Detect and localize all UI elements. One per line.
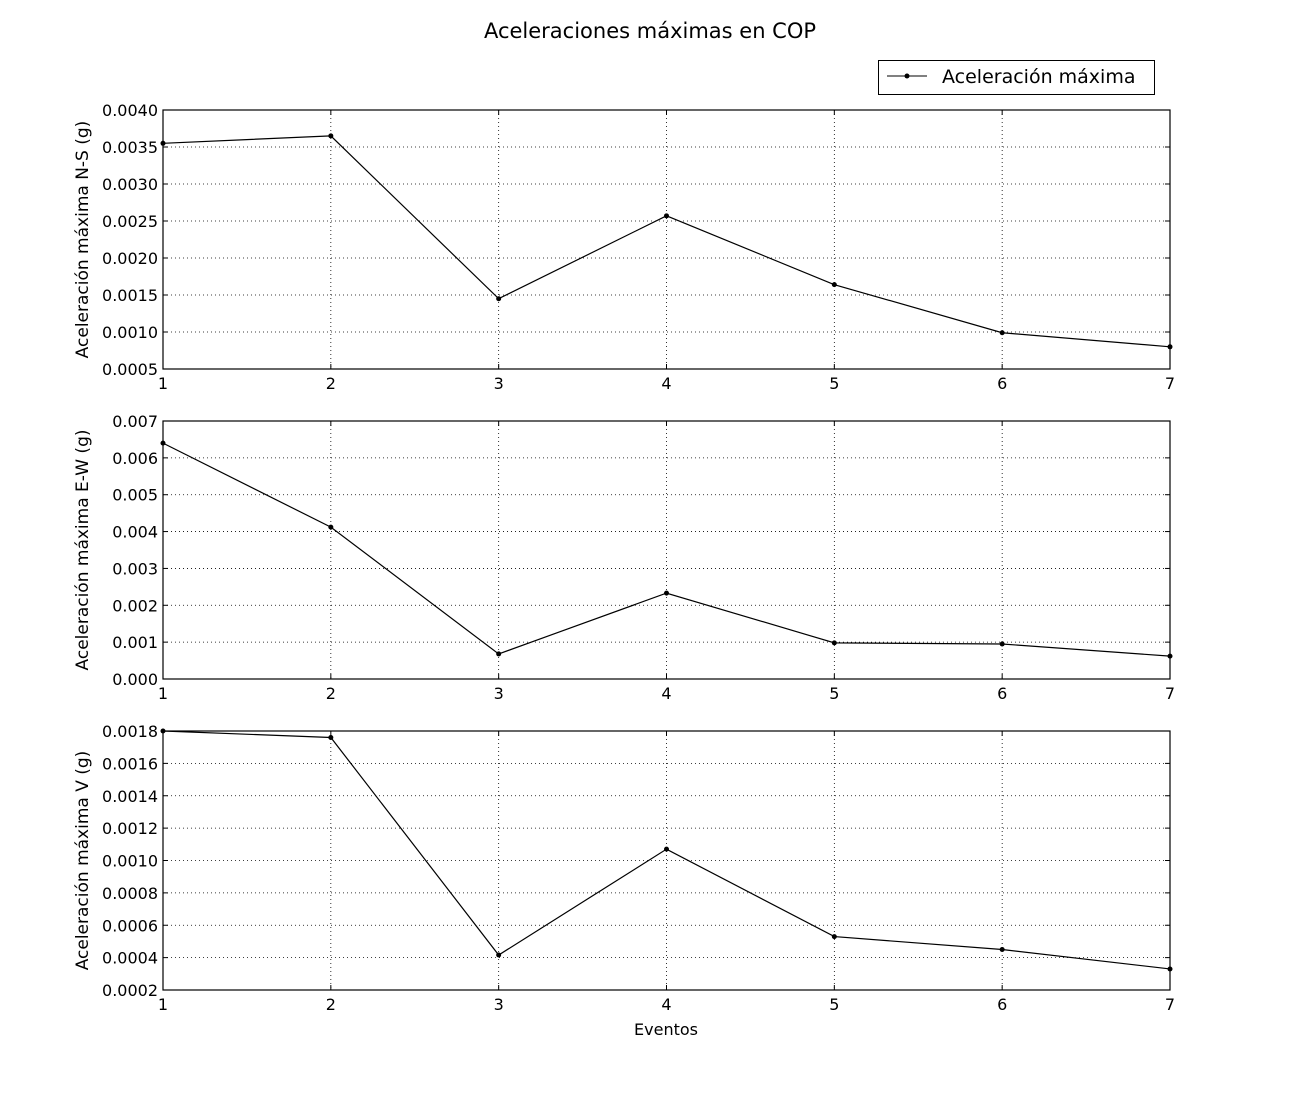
y-tick-label: 0.002	[112, 596, 158, 615]
x-tick-label: 2	[326, 995, 336, 1014]
x-tick-label: 6	[997, 995, 1007, 1014]
y-tick-label: 0.0020	[102, 249, 158, 268]
x-tick-label: 5	[829, 995, 839, 1014]
y-tick-label: 0.0040	[102, 101, 158, 120]
data-point	[664, 213, 669, 219]
x-tick-label: 2	[326, 374, 336, 393]
subplot-1: 1 2 3 4 5 6 7 0.0005 0.0010 0.0015 0.0020 0.0025 0.0…	[73, 101, 1175, 393]
x-axis-label: Eventos	[634, 1020, 698, 1039]
chart-title: Aceleraciones máximas en COP	[484, 19, 816, 43]
data-point	[160, 140, 166, 146]
data-point	[999, 947, 1005, 953]
x-tick-label: 7	[1165, 374, 1175, 393]
legend-marker	[904, 73, 910, 79]
x-tick-label: 2	[326, 684, 336, 703]
y-tick-label: 0.0035	[102, 138, 158, 157]
y-tick-label: 0.003	[112, 559, 158, 578]
legend-box	[878, 60, 1155, 95]
legend-label: Aceleración máxima	[942, 66, 1135, 88]
y-tick-label: 0.007	[112, 412, 158, 431]
y-tick-label: 0.0015	[102, 286, 158, 305]
y-tick-label: 0.0016	[102, 754, 158, 773]
y-tick-label: 0.005	[112, 486, 158, 505]
data-point	[328, 133, 334, 139]
x-tick-label: 7	[1165, 995, 1175, 1014]
x-tick-label: 6	[997, 374, 1007, 393]
data-point	[496, 651, 502, 657]
data-point	[664, 846, 669, 852]
x-tick-label: 3	[494, 995, 504, 1014]
y-tick-label: 0.0008	[102, 884, 158, 903]
plot-frame	[162, 109, 1171, 370]
series-line	[162, 135, 1171, 348]
x-tick-label: 5	[829, 684, 839, 703]
y-tick-label: 0.004	[112, 523, 158, 542]
y-tick-label: 0.000	[112, 670, 158, 689]
y-tick-label: 0.0006	[102, 916, 158, 935]
data-point	[999, 641, 1005, 647]
x-tick-label: 1	[158, 684, 168, 703]
y-tick-label: 0.0012	[102, 819, 158, 838]
x-tick-label: 4	[661, 684, 671, 703]
subplot-2: 1 2 3 4 5 6 7 0.000 0.001 0.002 0.003 0.004 0.005 0.0…	[73, 412, 1175, 703]
legend: Aceleración máxima	[878, 60, 1155, 95]
y-tick-label: 0.0010	[102, 852, 158, 871]
data-point	[831, 934, 837, 940]
x-tick-label: 6	[997, 684, 1007, 703]
x-tick-label: 1	[158, 374, 168, 393]
data-point	[999, 330, 1005, 336]
data-point	[831, 640, 837, 646]
data-point	[328, 734, 334, 740]
y-tick-label: 0.0014	[102, 787, 158, 806]
y-tick-label: 0.0010	[102, 323, 158, 342]
data-point	[831, 282, 837, 288]
x-tick-label: 7	[1165, 684, 1175, 703]
y-tick-label: 0.001	[112, 633, 158, 652]
subplot-3: 1 2 3 4 5 6 7 0.0002 0.0004 0.0006 0.0008 0.0010 0.0…	[73, 722, 1175, 1014]
x-tick-label: 3	[494, 684, 504, 703]
data-point	[160, 728, 166, 734]
y-tick-label: 0.0002	[102, 981, 158, 1000]
x-tick-label: 1	[158, 995, 168, 1014]
x-tick-label: 4	[661, 374, 671, 393]
y-tick-label: 0.006	[112, 449, 158, 468]
data-point	[664, 590, 669, 596]
y-axis-label: Aceleración máxima E-W (g)	[73, 430, 93, 671]
y-tick-label: 0.0018	[102, 722, 158, 741]
y-tick-label: 0.0004	[102, 949, 158, 968]
x-tick-label: 5	[829, 374, 839, 393]
y-tick-label: 0.0030	[102, 175, 158, 194]
x-tick-label: 4	[661, 995, 671, 1014]
data-point	[1167, 344, 1173, 350]
y-tick-label: 0.0025	[102, 212, 158, 231]
plot-frame	[162, 730, 1171, 991]
y-axis-label: Aceleración máxima V (g)	[73, 751, 93, 971]
data-point	[328, 524, 334, 530]
data-point	[496, 296, 502, 302]
data-point	[160, 440, 166, 446]
data-point	[1167, 653, 1173, 659]
y-axis-label: Aceleración máxima N-S (g)	[73, 121, 93, 359]
data-point	[1167, 966, 1173, 972]
x-tick-label: 3	[494, 374, 504, 393]
plot-frame	[162, 420, 1171, 680]
y-tick-label: 0.0005	[102, 360, 158, 379]
data-point	[496, 952, 502, 958]
